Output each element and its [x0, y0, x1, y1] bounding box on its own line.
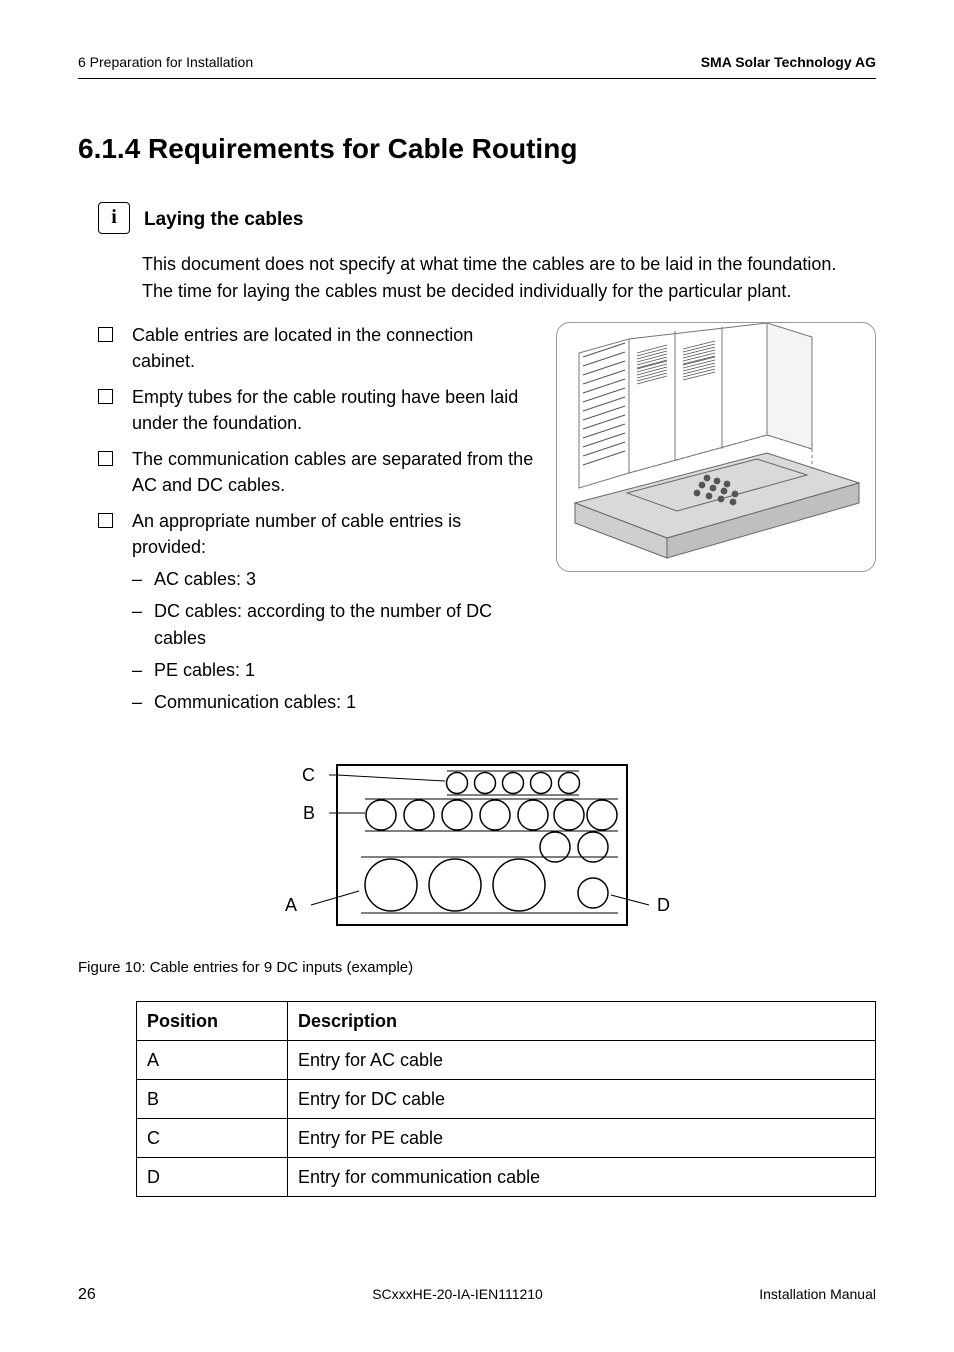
table-cell: A [137, 1040, 288, 1079]
page-header: 6 Preparation for Installation SMA Solar… [78, 52, 876, 72]
header-rule [78, 78, 876, 79]
footer-page: 26 [78, 1283, 96, 1306]
sublist-item: Communication cables: 1 [132, 689, 536, 715]
svg-text:A: A [285, 895, 297, 915]
sublist-item: PE cables: 1 [132, 657, 536, 683]
info-block: i Laying the cables [98, 204, 876, 244]
entries-figure: CB A D [197, 755, 757, 945]
checklist-item-text: An appropriate number of cable entries i… [132, 511, 461, 557]
position-table: Position Description AEntry for AC cable… [136, 1001, 876, 1197]
isometric-figure [556, 322, 876, 572]
checklist: Cable entries are located in the connect… [98, 322, 536, 715]
svg-text:B: B [303, 803, 315, 823]
figure-caption: Figure 10: Cable entries for 9 DC inputs… [78, 957, 876, 979]
section-title: 6.1.4 Requirements for Cable Routing [78, 129, 876, 170]
checklist-item: The communication cables are separated f… [98, 446, 536, 498]
table-cell: Entry for communication cable [288, 1157, 876, 1196]
header-right: SMA Solar Technology AG [701, 52, 876, 72]
page-footer: 26 SCxxxHE-20-IA-IEN111210 Installation … [78, 1283, 876, 1306]
footer-manual: Installation Manual [759, 1284, 876, 1304]
table-cell: Entry for DC cable [288, 1079, 876, 1118]
checklist-item: Cable entries are located in the connect… [98, 322, 536, 374]
table-row: DEntry for communication cable [137, 1157, 876, 1196]
table-row: AEntry for AC cable [137, 1040, 876, 1079]
table-row: CEntry for PE cable [137, 1118, 876, 1157]
info-icon: i [98, 202, 130, 234]
table-cell: D [137, 1157, 288, 1196]
header-left: 6 Preparation for Installation [78, 52, 253, 72]
checklist-item: Empty tubes for the cable routing have b… [98, 384, 536, 436]
sublist-item: AC cables: 3 [132, 566, 536, 592]
table-header: Description [288, 1001, 876, 1040]
svg-text:D: D [657, 895, 670, 915]
table-cell: Entry for AC cable [288, 1040, 876, 1079]
table-row: BEntry for DC cable [137, 1079, 876, 1118]
table-cell: B [137, 1079, 288, 1118]
info-title: Laying the cables [144, 206, 303, 234]
checklist-item: An appropriate number of cable entries i… [98, 508, 536, 715]
footer-doc-id: SCxxxHE-20-IA-IEN111210 [372, 1284, 543, 1304]
table-cell: Entry for PE cable [288, 1118, 876, 1157]
svg-text:C: C [302, 765, 315, 785]
sublist: AC cables: 3 DC cables: according to the… [132, 566, 536, 714]
info-body: This document does not specify at what t… [142, 251, 862, 303]
sublist-item: DC cables: according to the number of DC… [132, 598, 536, 650]
table-cell: C [137, 1118, 288, 1157]
table-header: Position [137, 1001, 288, 1040]
